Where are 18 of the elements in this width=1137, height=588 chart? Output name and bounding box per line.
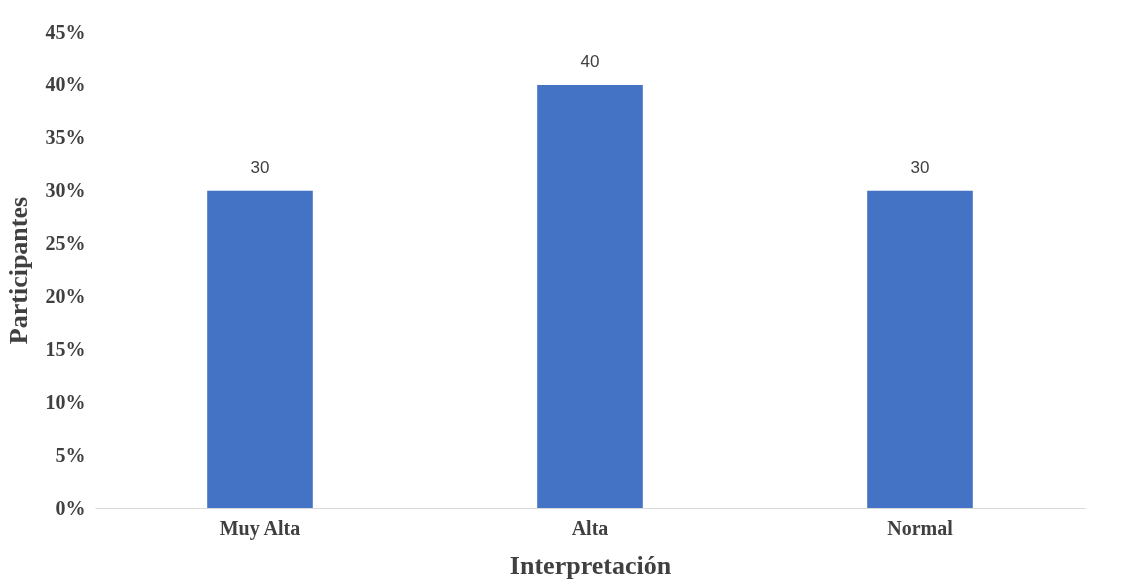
data-label: 30 xyxy=(250,157,270,177)
x-axis-title: Interpretación xyxy=(509,550,672,580)
y-axis-title: Participantes xyxy=(3,196,33,345)
x-tick-label: Alta xyxy=(571,516,609,539)
y-tick-label: 30% xyxy=(45,179,86,202)
y-tick-label: 35% xyxy=(45,126,86,149)
y-tick-label: 0% xyxy=(55,496,86,519)
data-label: 40 xyxy=(580,51,600,71)
y-tick-label: 45% xyxy=(45,20,86,43)
y-tick-label: 40% xyxy=(45,73,86,96)
y-tick-label: 20% xyxy=(45,284,86,307)
y-tick-label: 5% xyxy=(55,443,86,466)
data-label: 30 xyxy=(910,157,930,177)
x-tick-label: Normal xyxy=(887,516,954,539)
y-tick-label: 15% xyxy=(45,337,86,360)
x-tick-label: Muy Alta xyxy=(219,516,301,540)
y-tick-label: 25% xyxy=(45,232,86,255)
y-tick-label: 10% xyxy=(45,390,86,413)
